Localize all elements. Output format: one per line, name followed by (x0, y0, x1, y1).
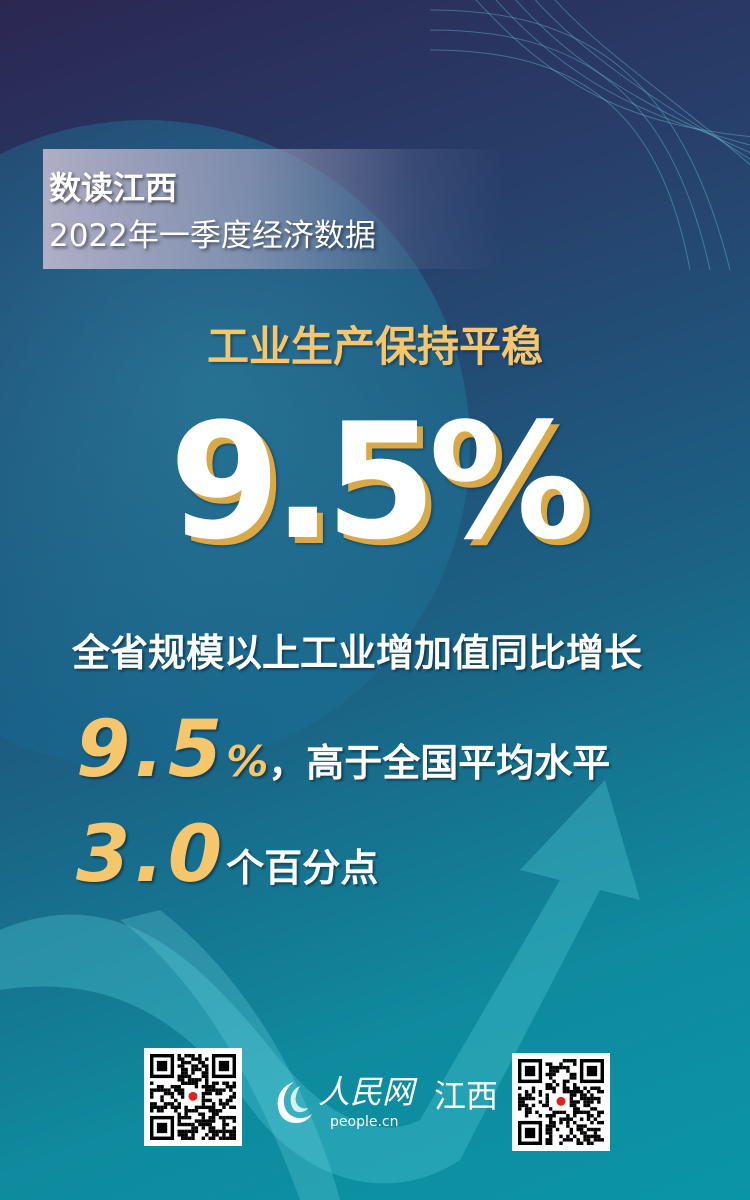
banner-subtitle: 2022年一季度经济数据 (49, 218, 376, 254)
difference-value: 3.0 (76, 810, 227, 900)
body-line-2: 9.5%，高于全国平均水平 (76, 705, 610, 795)
body-line-3-text: 个百分点 (226, 846, 379, 890)
body-line-2-text: ，高于全国平均水平 (268, 741, 611, 785)
growth-value: 9.5 (76, 705, 227, 795)
title-banner: 数读江西 2022年一季度经济数据 (43, 149, 505, 269)
banner-title: 数读江西 (49, 169, 178, 207)
people-cn-jiangxi-logo: 人民网 江西 people.cn (272, 1074, 504, 1134)
rising-arrow-graphic (0, 780, 640, 1200)
body-line-3: 3.0个百分点 (76, 810, 378, 900)
logo-domain: people.cn (330, 1114, 399, 1130)
qr-code-right (512, 1053, 610, 1151)
body-line-1: 全省规模以上工业增加值同比增长 (72, 631, 643, 675)
logo-emblem-icon (277, 1082, 312, 1123)
decorative-wave-lines (430, 0, 750, 270)
logo-region: 江西 (434, 1077, 499, 1115)
qr-code-left (144, 1048, 242, 1146)
big-value: 9.5% (169, 388, 589, 575)
growth-unit: % (226, 737, 269, 786)
headline: 工业生产保持平稳 (206, 322, 543, 371)
logo-name: 人民网 (318, 1073, 415, 1111)
